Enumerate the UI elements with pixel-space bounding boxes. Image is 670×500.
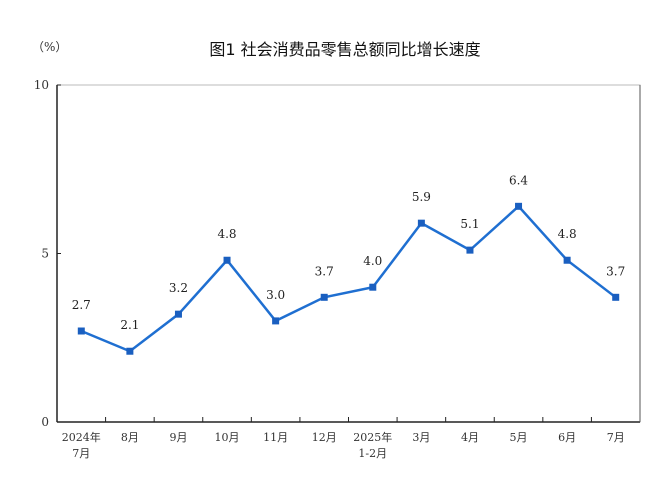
x-tick-label: 9月: [169, 431, 187, 444]
x-tick-label: 8月: [121, 431, 139, 444]
y-tick-label: 5: [41, 247, 49, 261]
x-tick-label: 3月: [412, 431, 430, 444]
data-point-marker: [223, 256, 231, 264]
series-line: [80, 204, 617, 353]
data-point-marker: [77, 327, 85, 335]
data-point-marker: [369, 283, 377, 291]
x-tick-label: 1-2月: [358, 447, 387, 460]
data-label: 3.7: [315, 264, 334, 278]
data-label: 2.1: [120, 318, 139, 332]
data-point-marker: [563, 256, 571, 264]
x-tick-label: 5月: [510, 431, 528, 444]
x-tick-label: 10月: [215, 431, 240, 444]
x-tick-label: 7月: [607, 431, 625, 444]
data-label: 3.2: [169, 281, 188, 295]
plot-frame: [56, 84, 641, 423]
data-label: 4.8: [558, 227, 577, 241]
data-point-marker: [417, 219, 425, 227]
data-label: 2.7: [72, 298, 91, 312]
data-label: 5.1: [460, 217, 479, 231]
x-tick-label: 2025年: [353, 430, 392, 444]
data-label: 6.4: [509, 173, 528, 187]
data-label: 4.0: [363, 254, 382, 268]
data-label: 5.9: [412, 190, 431, 204]
x-tick-label: 4月: [461, 431, 479, 444]
y-tick-label: 10: [34, 78, 49, 92]
x-tick-label: 11月: [263, 431, 288, 444]
data-point-marker: [320, 293, 328, 301]
data-label: 3.0: [266, 288, 285, 302]
x-tick-label: 7月: [72, 447, 90, 460]
x-tick-label: 12月: [312, 431, 337, 444]
data-point-marker: [612, 293, 620, 301]
y-axis-unit-label: （%）: [32, 40, 68, 54]
data-point-marker: [272, 317, 280, 325]
chart-title: 图1 社会消费品零售总额同比增长速度: [209, 40, 481, 59]
data-label: 4.8: [217, 227, 236, 241]
data-point-marker: [466, 246, 474, 254]
data-label: 3.7: [606, 264, 625, 278]
x-tick-label: 2024年: [62, 430, 101, 444]
data-point-marker: [515, 202, 523, 210]
y-tick-label: 0: [41, 415, 49, 429]
data-point-marker: [126, 347, 134, 355]
x-tick-label: 6月: [558, 431, 576, 444]
data-point-marker: [174, 310, 182, 318]
